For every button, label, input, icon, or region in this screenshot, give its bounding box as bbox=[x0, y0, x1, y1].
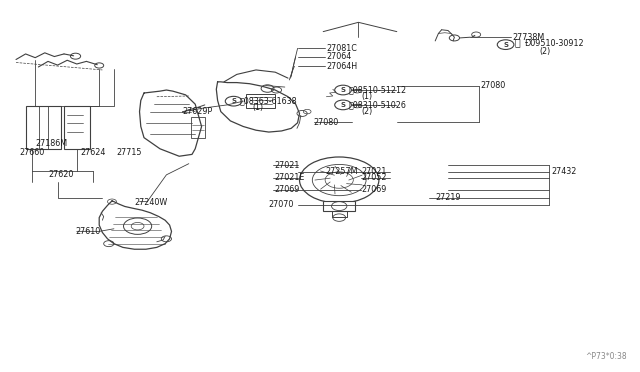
Text: 27080: 27080 bbox=[480, 81, 505, 90]
Text: S: S bbox=[231, 98, 236, 104]
Text: Ⓜ: Ⓜ bbox=[515, 39, 520, 48]
Bar bbox=[26, 106, 61, 149]
Text: 27064H: 27064H bbox=[326, 62, 358, 71]
Text: (2): (2) bbox=[362, 107, 373, 116]
Text: Ⓜ08363-61638: Ⓜ08363-61638 bbox=[240, 97, 298, 106]
Text: S: S bbox=[340, 102, 346, 108]
Text: 27069: 27069 bbox=[361, 185, 387, 194]
Text: 27660: 27660 bbox=[19, 148, 44, 157]
Text: 27186M: 27186M bbox=[35, 139, 67, 148]
Text: 27432: 27432 bbox=[552, 167, 577, 176]
Text: 27064: 27064 bbox=[326, 52, 351, 61]
Bar bbox=[323, 201, 355, 211]
Text: (2): (2) bbox=[540, 47, 551, 56]
Text: (1): (1) bbox=[362, 92, 372, 101]
Text: 27240W: 27240W bbox=[134, 198, 168, 207]
Text: 27629P: 27629P bbox=[182, 107, 212, 116]
Text: S: S bbox=[503, 42, 508, 48]
Text: 27021: 27021 bbox=[274, 161, 300, 170]
Text: 27738M: 27738M bbox=[512, 33, 544, 42]
Bar bbox=[191, 117, 205, 138]
Bar bbox=[246, 94, 275, 108]
Text: 27070: 27070 bbox=[269, 200, 294, 209]
Text: Ð09510-30912: Ð09510-30912 bbox=[525, 39, 584, 48]
Text: 27624: 27624 bbox=[80, 148, 106, 157]
Text: (1): (1) bbox=[253, 103, 264, 112]
Text: 27080: 27080 bbox=[314, 118, 339, 126]
Text: 27021: 27021 bbox=[361, 167, 387, 176]
Text: 27081C: 27081C bbox=[326, 44, 357, 53]
Bar bbox=[64, 106, 90, 149]
Text: 27257M: 27257M bbox=[325, 167, 358, 176]
Text: 27052: 27052 bbox=[361, 173, 387, 182]
Text: 27069: 27069 bbox=[274, 185, 300, 194]
Text: Ⓜ08510-51212: Ⓜ08510-51212 bbox=[349, 86, 407, 94]
Text: ^P73*0:38: ^P73*0:38 bbox=[586, 352, 627, 361]
Text: 27219: 27219 bbox=[435, 193, 461, 202]
Text: 27021E: 27021E bbox=[274, 173, 304, 182]
Text: Ⓜ08310-51026: Ⓜ08310-51026 bbox=[349, 100, 406, 109]
Text: 27715: 27715 bbox=[116, 148, 142, 157]
Text: 27610: 27610 bbox=[76, 227, 100, 236]
Text: 27620: 27620 bbox=[48, 170, 74, 179]
Text: S: S bbox=[340, 87, 346, 93]
